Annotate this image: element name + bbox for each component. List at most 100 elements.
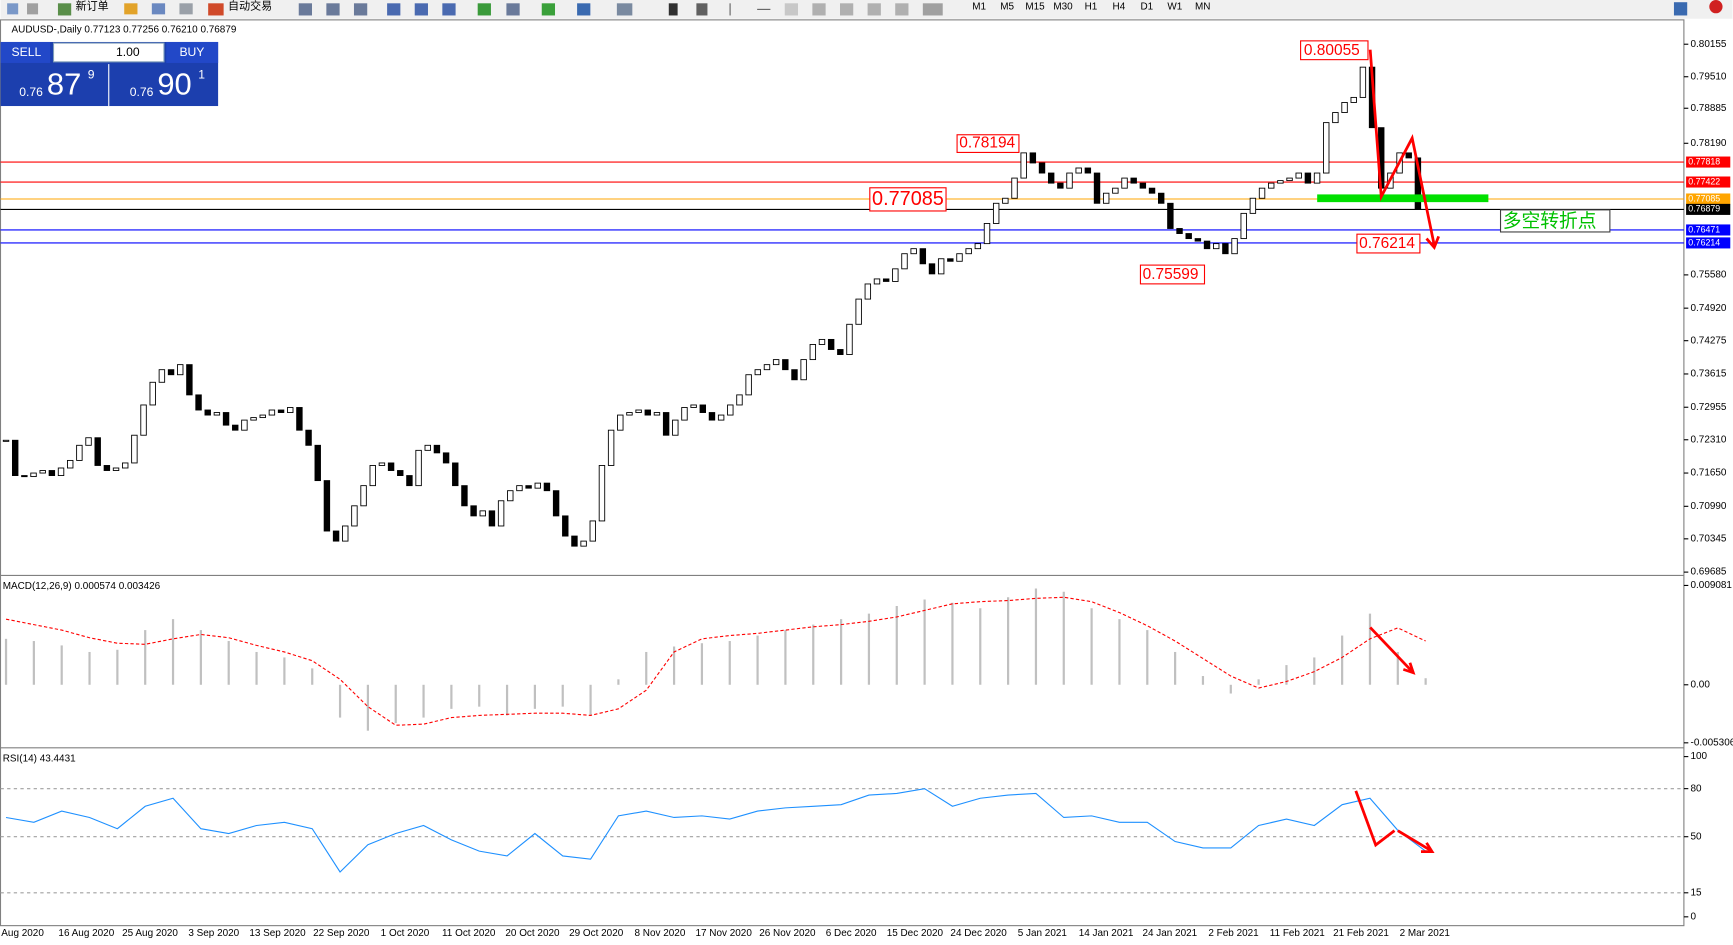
icon[interactable] <box>784 3 799 16</box>
rsi-title: RSI(14) 43.4431 <box>3 753 76 764</box>
candle-body <box>195 394 202 411</box>
annotation-box <box>869 187 947 212</box>
candle-body <box>653 412 661 416</box>
icon[interactable] <box>442 3 456 16</box>
candle-body <box>1231 238 1238 255</box>
icon[interactable] <box>506 3 520 16</box>
icon[interactable] <box>616 3 633 16</box>
icon[interactable] <box>867 3 881 16</box>
x-tick-label: 11 Feb 2021 <box>1270 928 1326 939</box>
timeframe[interactable]: W1 <box>1167 1 1182 12</box>
alert-icon[interactable] <box>1709 0 1723 14</box>
signal-line <box>5 596 1426 726</box>
candle-body <box>1295 172 1302 179</box>
candle-body <box>470 505 477 517</box>
icon[interactable] <box>1673 2 1688 16</box>
candle-body <box>644 409 651 416</box>
candle-body <box>892 268 899 282</box>
icon[interactable] <box>577 3 591 16</box>
x-tick-label: 22 Sep 2020 <box>313 928 370 939</box>
candle-body <box>1240 212 1247 240</box>
buy-price-main[interactable]: 90 <box>157 66 191 101</box>
candle-body <box>1130 177 1137 184</box>
candle-body <box>1075 167 1082 174</box>
candle-body <box>140 404 147 436</box>
timeframe[interactable]: M1 <box>972 1 986 12</box>
icon[interactable] <box>208 3 224 16</box>
buy-label[interactable]: BUY <box>179 45 204 59</box>
timeframe[interactable]: H1 <box>1085 1 1098 12</box>
price-level-tag <box>1686 193 1731 205</box>
sell-price-pip[interactable]: 9 <box>88 67 95 81</box>
icon[interactable] <box>151 3 166 15</box>
icon[interactable] <box>57 3 72 16</box>
timeframe[interactable]: M15 <box>1025 1 1045 12</box>
annotation: 多空转折点 <box>1503 210 1597 231</box>
icon[interactable] <box>668 3 678 16</box>
x-tick-label: 2 Mar 2021 <box>1400 928 1451 939</box>
new-order[interactable]: 新订单 <box>76 0 109 13</box>
price-level-label: 0.76471 <box>1688 224 1720 234</box>
candle-body <box>837 349 844 355</box>
sell-button[interactable] <box>0 41 51 63</box>
buy-button[interactable] <box>166 41 219 63</box>
annotation-box <box>1139 264 1206 285</box>
icon[interactable] <box>179 3 193 15</box>
x-tick-label: 16 Aug 2020 <box>58 928 114 939</box>
x-tick-label: 15 Dec 2020 <box>887 928 944 939</box>
buy-price-pip[interactable]: 1 <box>198 67 205 81</box>
icon[interactable] <box>124 3 138 15</box>
candle-body <box>983 223 991 245</box>
icon[interactable] <box>696 3 708 16</box>
candle-body <box>525 485 532 489</box>
candle-body <box>323 480 331 532</box>
icon[interactable] <box>757 8 771 10</box>
timeframe[interactable]: M5 <box>1000 1 1014 12</box>
auto-trading[interactable]: 自动交易 <box>228 0 272 13</box>
timeframe[interactable]: D1 <box>1140 1 1153 12</box>
icon[interactable] <box>895 3 909 16</box>
icon[interactable] <box>7 3 19 15</box>
timeframe[interactable]: H4 <box>1113 1 1126 12</box>
icon[interactable] <box>27 3 39 15</box>
sell-price-main[interactable]: 87 <box>47 66 81 101</box>
icon[interactable] <box>477 3 491 16</box>
x-tick-label: 2 Feb 2021 <box>1208 928 1259 939</box>
timeframe[interactable]: MN <box>1195 1 1210 12</box>
candle-body <box>818 338 826 345</box>
candle-body <box>1203 240 1211 250</box>
icon[interactable] <box>729 3 731 16</box>
sell-price-prefix[interactable]: 0.76 <box>19 85 43 99</box>
icon[interactable] <box>812 3 826 16</box>
candle-body <box>1286 177 1293 182</box>
candle-body <box>571 535 578 547</box>
icon[interactable] <box>414 3 428 16</box>
candle-body <box>1332 112 1339 124</box>
icon[interactable] <box>922 3 943 16</box>
candle-body <box>122 462 129 469</box>
icon[interactable] <box>387 3 401 16</box>
candle-body <box>681 407 688 421</box>
icon[interactable] <box>326 3 340 16</box>
lot-value[interactable]: 1.00 <box>116 45 140 59</box>
buy-price-prefix[interactable]: 0.76 <box>130 85 154 99</box>
icon[interactable] <box>839 3 854 16</box>
candle-body <box>1157 192 1165 204</box>
candle-body <box>800 359 807 381</box>
x-tick-label: 20 Oct 2020 <box>505 928 560 939</box>
candle-body <box>782 359 789 371</box>
candle-body <box>250 417 257 421</box>
candle-body <box>727 404 734 416</box>
icon[interactable] <box>298 3 312 16</box>
candle-body <box>809 344 817 361</box>
lot-input[interactable] <box>52 42 165 63</box>
candle-body <box>910 248 917 255</box>
icon[interactable] <box>541 3 556 16</box>
x-tick-label: 1 Oct 2020 <box>381 928 430 939</box>
sell-label[interactable]: SELL <box>12 45 42 59</box>
timeframe[interactable]: M30 <box>1053 1 1073 12</box>
candle-body <box>186 364 193 396</box>
candle-body <box>287 407 294 413</box>
candle-body <box>213 412 221 416</box>
icon[interactable] <box>353 3 368 16</box>
